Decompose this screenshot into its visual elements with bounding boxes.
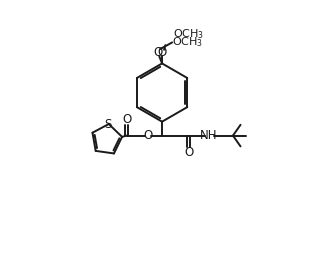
Text: S: S	[104, 118, 112, 131]
Text: O: O	[154, 46, 163, 59]
Text: OCH$_3$: OCH$_3$	[172, 35, 203, 49]
Text: NH: NH	[200, 129, 218, 142]
Text: O: O	[157, 46, 167, 59]
Text: O: O	[184, 146, 193, 159]
Text: OCH$_3$: OCH$_3$	[173, 27, 205, 41]
Text: O: O	[143, 129, 153, 142]
Text: O: O	[122, 113, 131, 126]
